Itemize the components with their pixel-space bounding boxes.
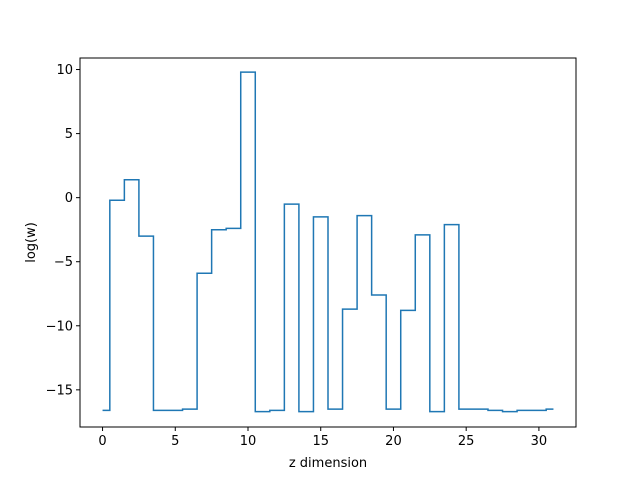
y-axis-label: log(w) — [24, 222, 39, 263]
plot-frame — [79, 57, 577, 428]
y-tick-label: −15 — [46, 383, 73, 398]
y-tick-label: −5 — [54, 255, 73, 270]
x-tick-label: 10 — [240, 434, 257, 449]
y-tick-label: 10 — [56, 63, 73, 78]
y-tick-label: 5 — [65, 127, 73, 142]
x-axis-label: z dimension — [289, 456, 367, 471]
series-line-0 — [102, 71, 554, 413]
x-tick-label: 20 — [385, 434, 402, 449]
x-tick-label: 5 — [171, 434, 179, 449]
x-tick-label: 25 — [458, 434, 475, 449]
y-tick-label: 0 — [65, 191, 73, 206]
x-axis-ticks: 0 5 10 15 20 25 30 — [98, 427, 547, 449]
x-tick-label: 0 — [98, 434, 106, 449]
y-tick-label: −10 — [46, 319, 73, 334]
x-tick-label: 30 — [531, 434, 548, 449]
x-tick-label: 15 — [312, 434, 329, 449]
series-layer — [102, 71, 554, 413]
y-axis-ticks: −15 −10 −5 0 5 10 — [46, 63, 80, 398]
